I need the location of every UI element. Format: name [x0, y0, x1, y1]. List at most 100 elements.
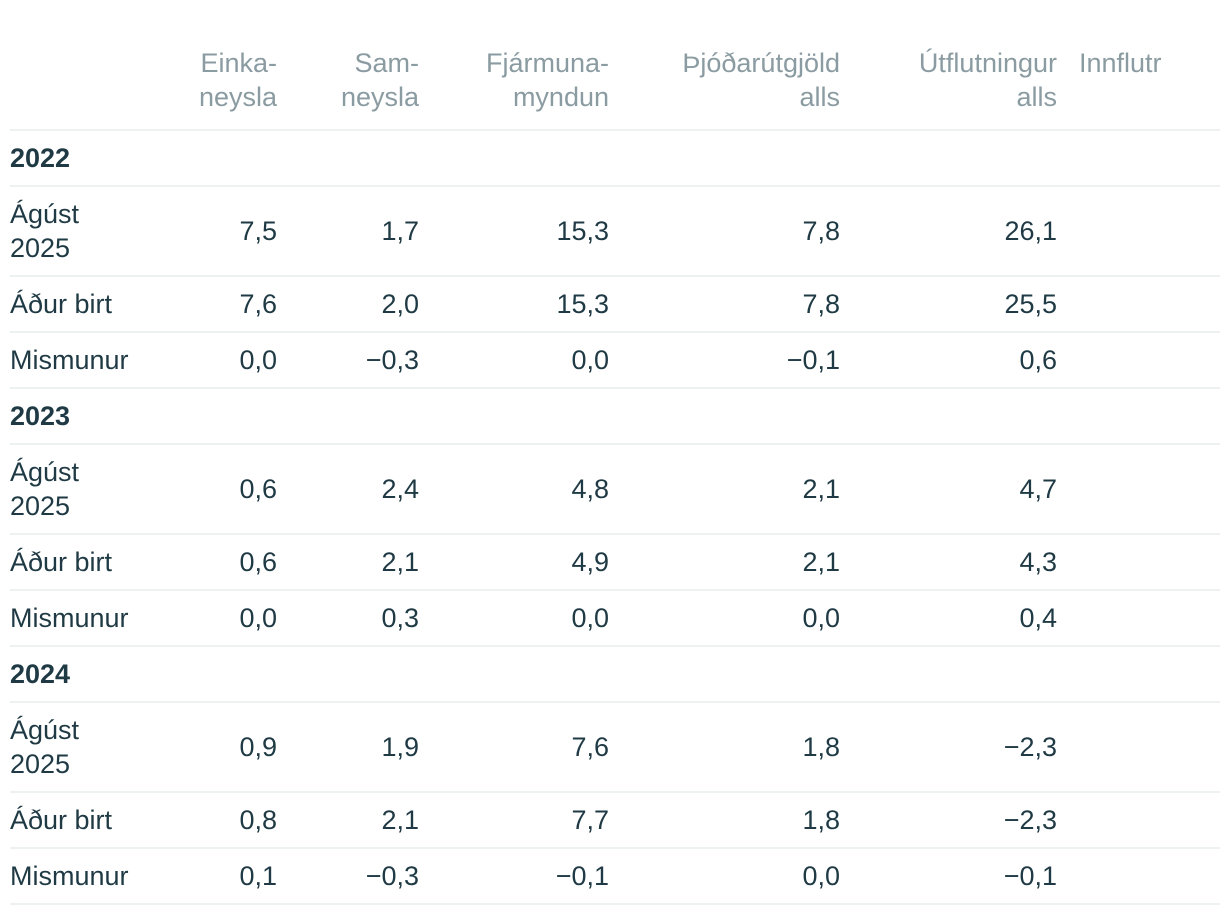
column-header: Fjármuna-myndun	[419, 40, 609, 131]
table-cell	[1057, 276, 1220, 333]
row-label: Mismunur	[10, 590, 160, 647]
table-cell: 26,1	[840, 186, 1057, 277]
table-row: Ágúst 2025 0,6 2,4 4,8 2,1 4,7	[10, 444, 1220, 535]
table-cell	[1057, 792, 1220, 849]
table-cell: 0,0	[160, 590, 277, 647]
table-cell: 0,0	[609, 848, 840, 905]
column-header-line: alls	[799, 82, 840, 112]
table-cell: 1,8	[609, 702, 840, 793]
table-cell: 0,8	[160, 792, 277, 849]
table-cell: 2,1	[277, 534, 419, 591]
table-cell: 7,7	[419, 792, 609, 849]
year-row: 2023	[10, 388, 1220, 445]
row-label: Ágúst 2025	[10, 186, 160, 277]
table-cell: −0,1	[840, 848, 1057, 905]
table-row: Ágúst 2025 7,5 1,7 15,3 7,8 26,1	[10, 186, 1220, 277]
table-cell: 2,1	[609, 534, 840, 591]
row-label-line: 2025	[10, 749, 71, 779]
table-cell: 4,3	[840, 534, 1057, 591]
table-cell	[1057, 590, 1220, 647]
column-header-line: Sam-	[354, 48, 419, 78]
row-label-line: Ágúst	[10, 199, 80, 229]
table-cell: 15,3	[419, 276, 609, 333]
table-cell: 15,3	[419, 186, 609, 277]
table-cell: 1,8	[609, 792, 840, 849]
column-header-line: Þjóðarútgjöld	[682, 48, 840, 78]
table-cell: 25,5	[840, 276, 1057, 333]
table-cell: −0,3	[277, 848, 419, 905]
table-cell: 0,6	[160, 534, 277, 591]
table-row: Mismunur 0,0 −0,3 0,0 −0,1 0,6	[10, 332, 1220, 389]
table-cell	[1057, 702, 1220, 793]
column-header-line: Innflutr	[1079, 48, 1162, 78]
table-header: Einka-neysla Sam-neysla Fjármuna-myndun …	[10, 40, 1220, 131]
table-cell	[1057, 534, 1220, 591]
column-header-line: neysla	[198, 82, 277, 112]
table-row: Ágúst 2025 0,9 1,9 7,6 1,8 −2,3	[10, 702, 1220, 793]
table-cell: −0,3	[277, 332, 419, 389]
column-header: Einka-neysla	[160, 40, 277, 131]
table-cell: −2,3	[840, 792, 1057, 849]
table-cell	[1057, 444, 1220, 535]
row-label-line: 2025	[10, 233, 71, 263]
table-cell	[1057, 332, 1220, 389]
row-label: Áður birt	[10, 792, 160, 849]
row-label: Ágúst 2025	[10, 444, 160, 535]
table-row: Mismunur 0,1 −0,3 −0,1 0,0 −0,1	[10, 848, 1220, 905]
table-cell: 0,0	[419, 332, 609, 389]
table-cell: −2,3	[840, 702, 1057, 793]
table-cell: 2,4	[277, 444, 419, 535]
table-cell: 0,1	[160, 848, 277, 905]
table-cell: 4,7	[840, 444, 1057, 535]
table-cell: 2,1	[277, 792, 419, 849]
table-cell: 0,6	[160, 444, 277, 535]
column-header: Innflutr	[1057, 40, 1220, 131]
table-cell: 7,6	[419, 702, 609, 793]
table-row: Áður birt 0,6 2,1 4,9 2,1 4,3	[10, 534, 1220, 591]
column-header-line: Útflutningur	[918, 48, 1057, 78]
table-cell: 1,7	[277, 186, 419, 277]
year-label: 2022	[10, 130, 1220, 187]
column-header: Sam-neysla	[277, 40, 419, 131]
table-cell: 7,5	[160, 186, 277, 277]
column-header: Þjóðarútgjöld alls	[609, 40, 840, 131]
year-row: 2024	[10, 646, 1220, 703]
table-cell: 0,0	[160, 332, 277, 389]
column-header-line: Fjármuna-	[485, 48, 609, 78]
year-label: 2023	[10, 388, 1220, 445]
table-cell: 0,6	[840, 332, 1057, 389]
row-label-line: 2025	[10, 491, 71, 521]
table-cell: 0,9	[160, 702, 277, 793]
table-row: Áður birt 0,8 2,1 7,7 1,8 −2,3	[10, 792, 1220, 849]
table-cell	[1057, 186, 1220, 277]
row-label-line: Ágúst	[10, 457, 80, 487]
table-cell	[1057, 848, 1220, 905]
table-cell: 4,9	[419, 534, 609, 591]
table-cell: 4,8	[419, 444, 609, 535]
table-cell: −0,1	[609, 332, 840, 389]
year-label: 2024	[10, 646, 1220, 703]
table-cell: 1,9	[277, 702, 419, 793]
table-body: 2022 Ágúst 2025 7,5 1,7 15,3 7,8 26,1 Áður birt 7…	[10, 130, 1220, 905]
row-label: Ágúst 2025	[10, 702, 160, 793]
header-stub	[10, 40, 160, 131]
table-cell: 0,3	[277, 590, 419, 647]
table-cell: 7,8	[609, 276, 840, 333]
year-row: 2022	[10, 130, 1220, 187]
row-label: Mismunur	[10, 332, 160, 389]
table-cell: 2,0	[277, 276, 419, 333]
table-cell: 7,6	[160, 276, 277, 333]
row-label: Áður birt	[10, 534, 160, 591]
column-header-line: myndun	[512, 82, 609, 112]
table-cell: 0,0	[609, 590, 840, 647]
revision-table: Einka-neysla Sam-neysla Fjármuna-myndun …	[10, 40, 1220, 905]
table-row: Mismunur 0,0 0,3 0,0 0,0 0,4	[10, 590, 1220, 647]
table-cell: −0,1	[419, 848, 609, 905]
column-header-line: neysla	[340, 82, 419, 112]
column-header-line: alls	[1016, 82, 1057, 112]
column-header: Útflutningur alls	[840, 40, 1057, 131]
row-label-line: Ágúst	[10, 715, 80, 745]
table-cell: 7,8	[609, 186, 840, 277]
column-header-line: Einka-	[200, 48, 277, 78]
